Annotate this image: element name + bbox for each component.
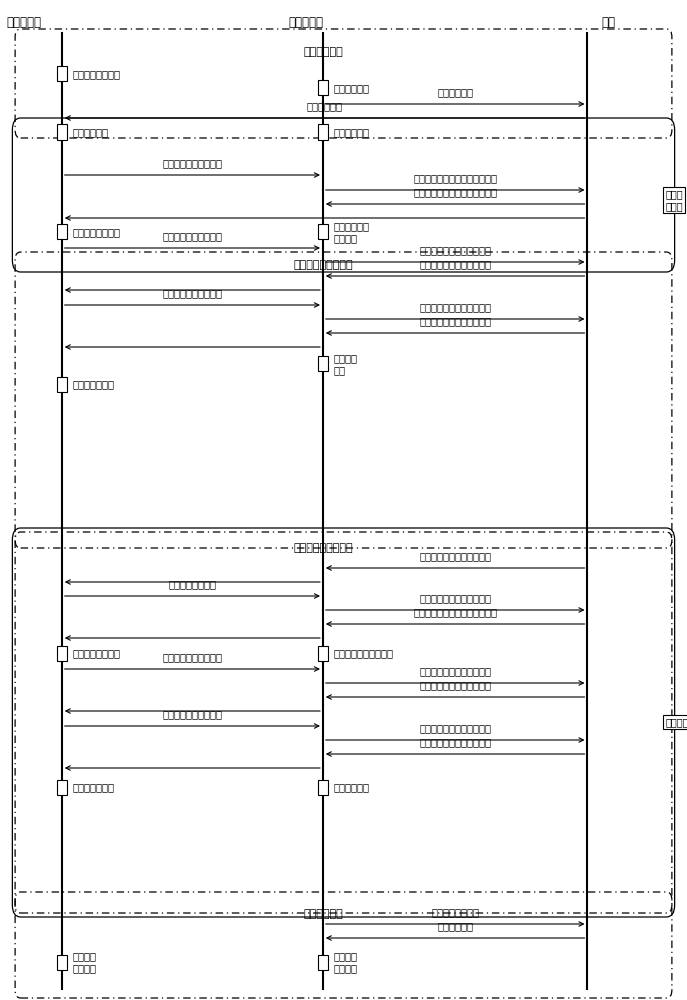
Text: 记录中继信道: 记录中继信道	[333, 127, 369, 137]
Text: 中继信道申请: 中继信道申请	[303, 47, 343, 57]
Bar	[318, 224, 328, 239]
Text: 记录释放
中继信道: 记录释放 中继信道	[333, 951, 357, 973]
Text: 通信结束，待机: 通信结束，待机	[72, 782, 114, 792]
Text: 呼叫信
令处理: 呼叫信 令处理	[665, 189, 683, 211]
Text: 发送话音（中继信道）: 发送话音（中继信道）	[162, 652, 223, 662]
Text: 记录中继信道: 记录中继信道	[72, 127, 108, 137]
Bar	[57, 780, 67, 794]
Text: 挂机应答（下行信令信道）: 挂机应答（下行信令信道）	[419, 738, 491, 748]
Text: 转发呼叫请求（上行信令信道）: 转发呼叫请求（上行信令信道）	[413, 174, 497, 184]
Bar	[318, 80, 328, 95]
Text: 中继信道释放: 中继信道释放	[303, 909, 343, 919]
Text: 呼叫请求（中继信道）: 呼叫请求（中继信道）	[162, 159, 223, 169]
Bar	[318, 780, 328, 794]
Text: 分配中继信道: 分配中继信道	[306, 102, 343, 111]
Bar	[57, 124, 67, 139]
Bar	[318, 356, 328, 371]
Text: 信令处理: 信令处理	[665, 717, 687, 727]
Text: 挂机请求（中继信道）: 挂机请求（中继信道）	[162, 289, 223, 299]
Text: 挂机请求（中继信道）: 挂机请求（中继信道）	[162, 710, 223, 720]
Text: 发送话音（下行话音信道）: 发送话音（下行话音信道）	[419, 260, 491, 270]
Text: 记录上、下行话音信道: 记录上、下行话音信道	[333, 648, 393, 658]
Bar	[57, 376, 67, 391]
Text: 挂机应答（下行信令信道）: 挂机应答（下行信令信道）	[419, 316, 491, 326]
Bar	[57, 66, 67, 81]
Text: 记录拆线
信息: 记录拆线 信息	[333, 353, 357, 375]
Text: 置为中继模式: 置为中继模式	[333, 83, 369, 93]
Text: 应答（中继信道）: 应答（中继信道）	[168, 579, 216, 589]
Text: 转发话音（上行话音信道）: 转发话音（上行话音信道）	[419, 666, 491, 676]
Text: 记录下行话音信道: 记录下行话音信道	[72, 227, 120, 237]
Text: 发送话音（中继信道）: 发送话音（中继信道）	[162, 232, 223, 241]
Text: 基站: 基站	[601, 15, 615, 28]
Text: 记录下行话音信道: 记录下行话音信道	[72, 648, 120, 658]
Text: 释放中继信道请求: 释放中继信道请求	[431, 908, 479, 918]
Text: 记录拆线信息: 记录拆线信息	[333, 782, 369, 792]
Text: 释放中继信道: 释放中继信道	[437, 922, 473, 932]
Text: 呼叫请求（下行信令信道）: 呼叫请求（下行信令信道）	[419, 552, 491, 562]
Text: 发送话音（下行话音信道）: 发送话音（下行话音信道）	[419, 680, 491, 690]
Text: 记录释放
中继信道: 记录释放 中继信道	[72, 951, 96, 973]
Text: 挂机请求（上行信令信道）: 挂机请求（上行信令信道）	[419, 724, 491, 734]
Text: 基站呼叫手持移动台: 基站呼叫手持移动台	[293, 543, 352, 553]
Bar	[318, 124, 328, 139]
Text: 应答转发（上行信令信道）: 应答转发（上行信令信道）	[419, 593, 491, 603]
Text: 申请中继信道: 申请中继信道	[437, 88, 473, 98]
Text: 挂机请求（上行信令信道）: 挂机请求（上行信令信道）	[419, 302, 491, 312]
Text: 车载移动台: 车载移动台	[289, 15, 324, 28]
Bar	[318, 954, 328, 970]
Bar	[57, 646, 67, 661]
Text: 通信结束，待机: 通信结束，待机	[72, 379, 114, 389]
Text: 记录上、下行
话音信道: 记录上、下行 话音信道	[333, 221, 369, 243]
Bar	[57, 954, 67, 970]
Text: 手持移动台: 手持移动台	[7, 15, 42, 28]
Text: 话音信道分配（下行信令信道）: 话音信道分配（下行信令信道）	[413, 188, 497, 198]
Bar	[318, 646, 328, 661]
Text: 转发话音（上行话音信道）: 转发话音（上行话音信道）	[419, 246, 491, 256]
Text: 话音信道分配（下行信令信道）: 话音信道分配（下行信令信道）	[413, 607, 497, 617]
Bar	[57, 224, 67, 239]
Text: 确认已开机、入网: 确认已开机、入网	[72, 69, 120, 79]
Text: 手持移动台呼叫基站: 手持移动台呼叫基站	[293, 260, 352, 270]
